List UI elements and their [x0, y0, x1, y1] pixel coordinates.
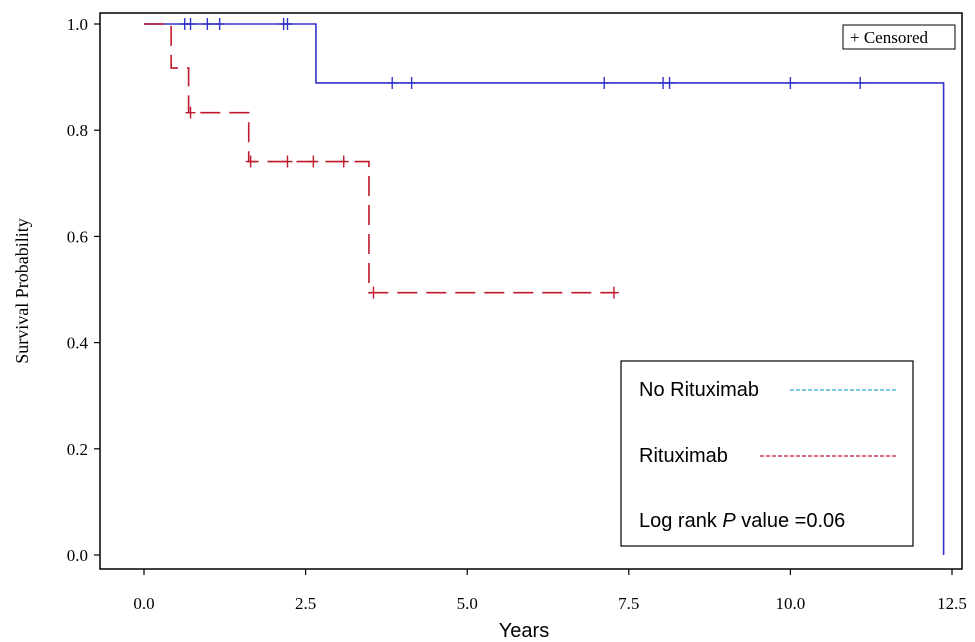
censored-key: + Censored [842, 24, 956, 50]
x-tick-label: 2.5 [295, 594, 316, 613]
censor-mark-rituximab [245, 155, 256, 168]
x-tick-label: 10.0 [776, 594, 806, 613]
censor-mark-no-rituximab [855, 76, 866, 89]
series-layer [144, 18, 945, 555]
y-axis-title: Survival Probability [12, 218, 32, 364]
x-axis: 0.0 2.5 5.0 7.5 10.0 12.5 [133, 569, 967, 613]
censor-mark-no-rituximab [185, 18, 196, 30]
censor-mark-rituximab [185, 106, 196, 119]
y-tick-label: 0.2 [67, 440, 88, 459]
censor-mark-no-rituximab [282, 18, 293, 30]
series-line-no-rituximab [144, 23, 945, 555]
legend-logrank-note: Log rank P value =0.06 [639, 510, 845, 532]
legend-label-no-rituximab: No Rituximab [639, 379, 759, 401]
y-tick-label: 0.0 [67, 546, 88, 565]
y-tick-label: 1.0 [67, 15, 88, 34]
censor-mark-no-rituximab [664, 76, 675, 89]
censor-mark-rituximab [368, 286, 379, 299]
series-line-rituximab [144, 23, 616, 294]
x-tick-label: 12.5 [937, 594, 967, 613]
censor-mark-no-rituximab [214, 18, 225, 30]
censor-mark-rituximab [338, 155, 349, 168]
x-tick-label: 0.0 [133, 594, 154, 613]
censor-mark-no-rituximab [406, 76, 417, 89]
censor-mark-no-rituximab [599, 76, 610, 89]
censor-mark-rituximab [282, 155, 293, 168]
censored-key-box [842, 24, 956, 50]
x-axis-title: Years [499, 620, 549, 642]
x-tick-label: 7.5 [618, 594, 639, 613]
censor-mark-rituximab [308, 155, 319, 168]
legend-label-rituximab: Rituximab [639, 445, 728, 467]
censor-mark-no-rituximab [202, 18, 213, 30]
y-tick-label: 0.4 [67, 334, 89, 353]
censored-key-label: + Censored [850, 28, 929, 47]
x-tick-label: 5.0 [457, 594, 478, 613]
legend: No Rituximab Rituximab Log rank P value … [620, 360, 914, 547]
y-tick-label: 0.6 [67, 227, 88, 246]
y-tick-label: 0.8 [67, 121, 88, 140]
y-axis: 0.0 0.2 0.4 0.6 0.8 1.0 [67, 15, 100, 565]
legend-box [620, 360, 914, 547]
censor-mark-no-rituximab [387, 76, 398, 89]
censor-mark-rituximab [608, 286, 619, 299]
censor-mark-no-rituximab [785, 76, 796, 89]
